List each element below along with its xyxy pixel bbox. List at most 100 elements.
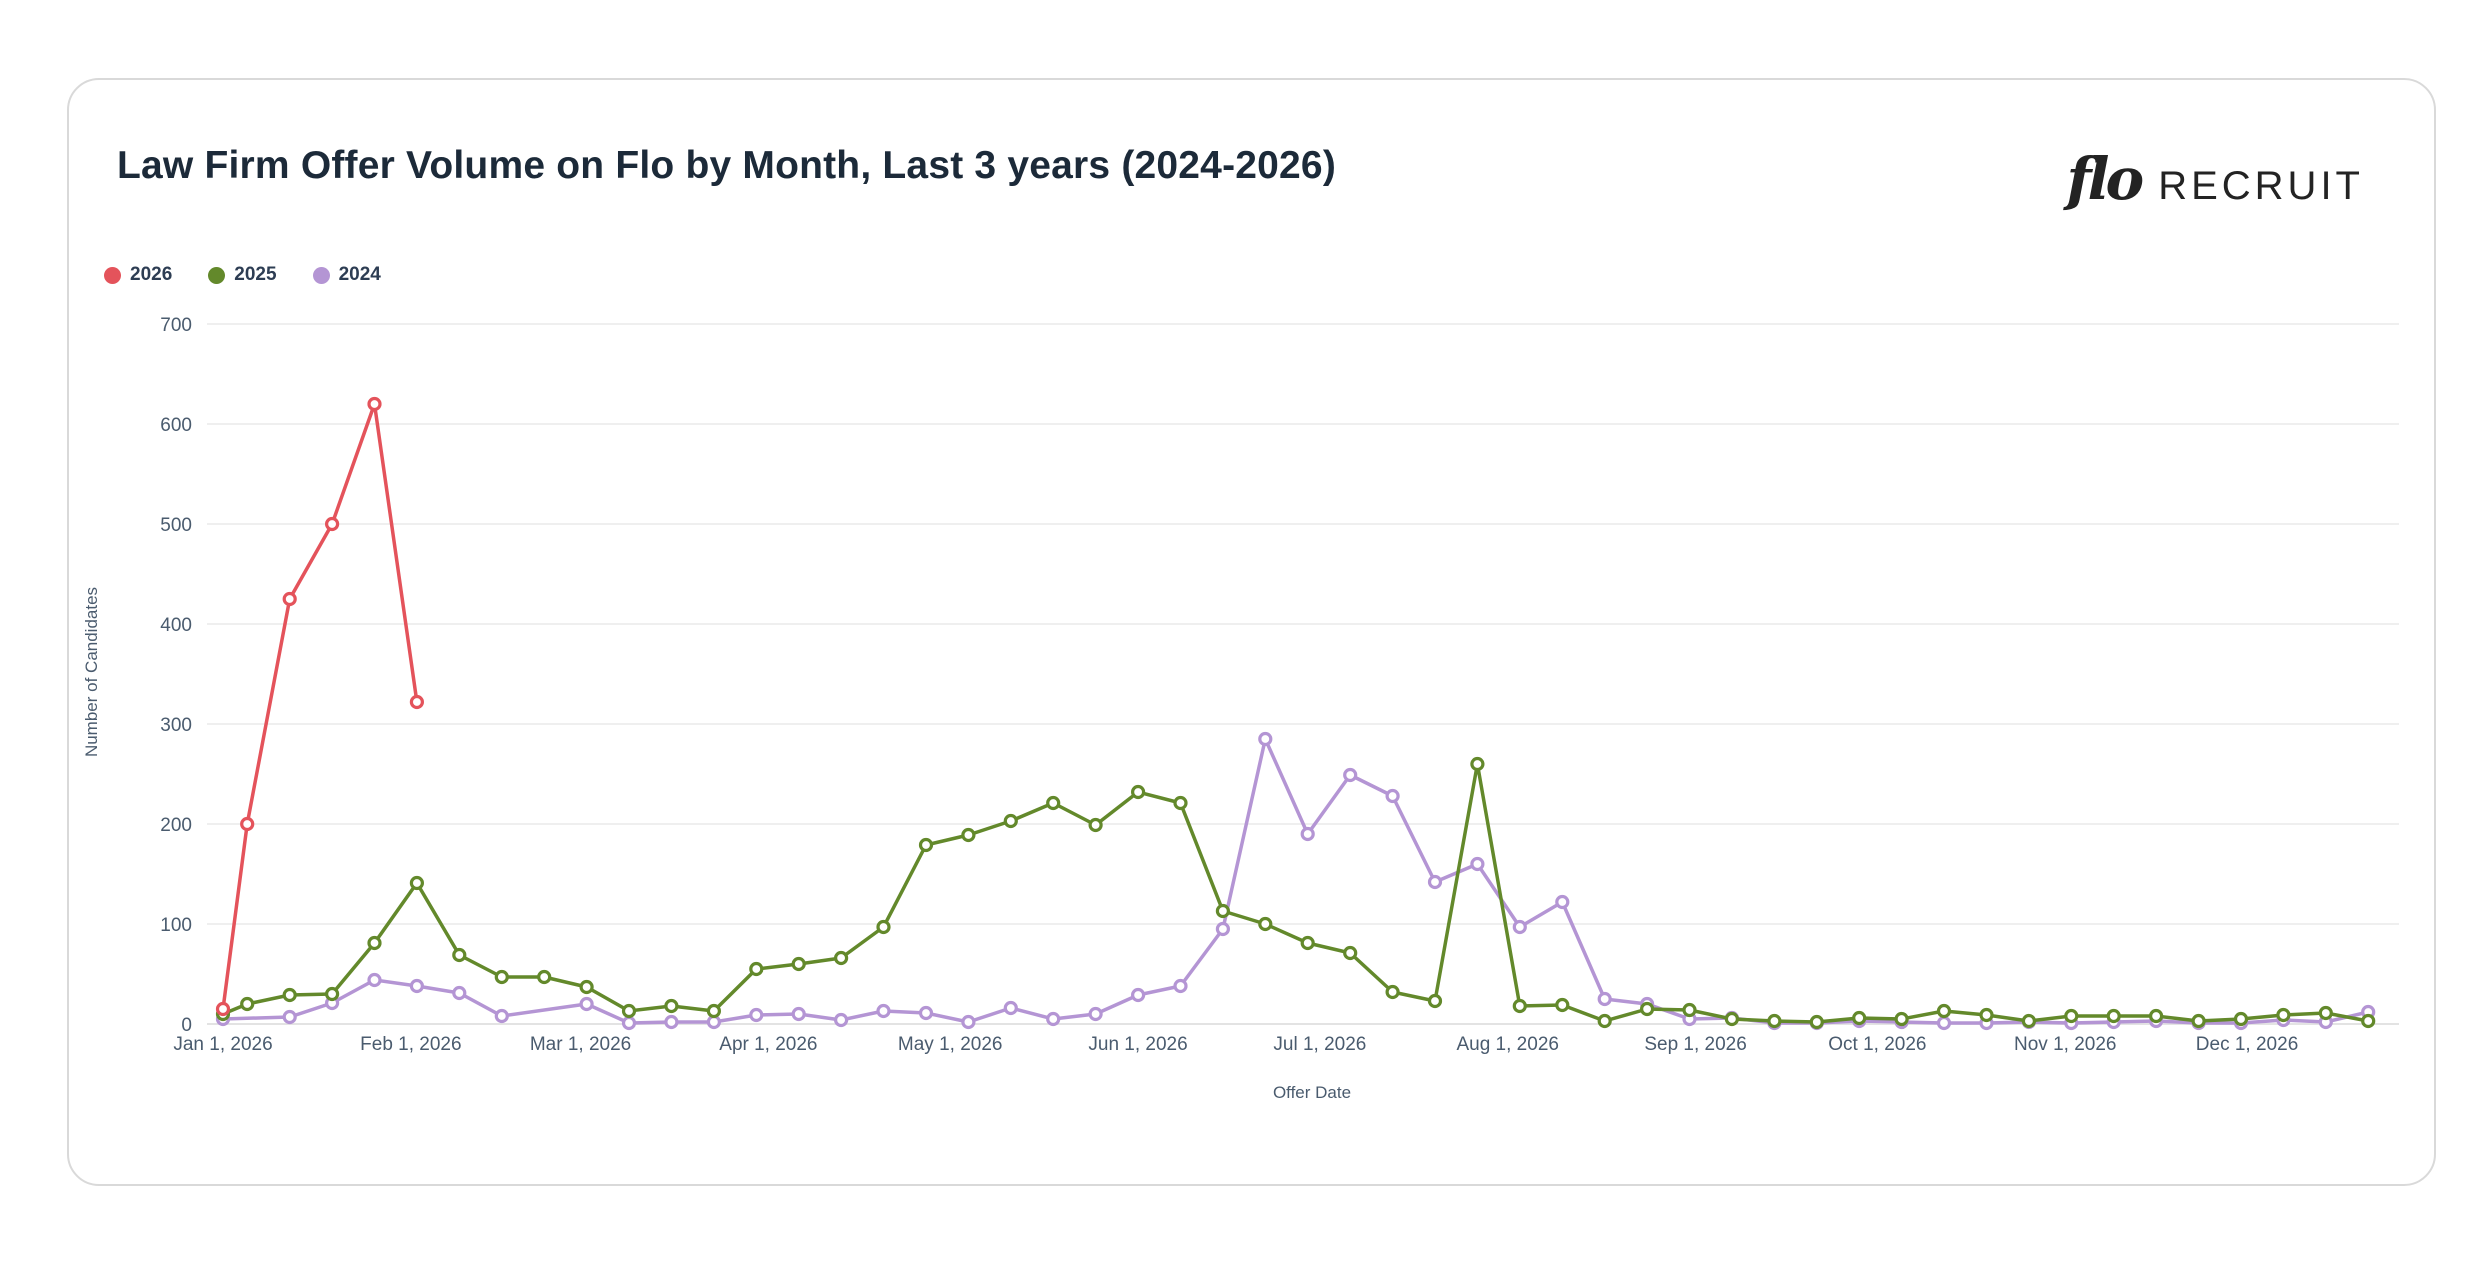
data-point-2025 [1088, 817, 1103, 833]
data-point-2025 [706, 1003, 722, 1019]
x-tick-label: Apr 1, 2026 [719, 1034, 817, 1055]
line-chart: 0 100 200 300 400 500 600 700 Jan 1, 2026 Feb 1, … [82, 315, 2399, 1102]
data-point-2025 [749, 961, 764, 977]
y-tick-label: 700 [160, 315, 192, 336]
x-tick-label: Aug 1, 2026 [1456, 1034, 1558, 1055]
data-point-2025 [2191, 1013, 2206, 1029]
data-point-2025 [494, 969, 509, 985]
data-point-2025 [1343, 945, 1358, 961]
legend-label-2024: 2024 [338, 264, 381, 285]
y-tick-label: 0 [181, 1015, 192, 1036]
data-point-2025 [1130, 784, 1146, 800]
data-point-2026 [215, 1001, 231, 1017]
data-point-2025 [2276, 1007, 2291, 1023]
data-point-2024 [1258, 731, 1273, 747]
data-point-2024 [1512, 919, 1527, 935]
data-point-2025 [1639, 1001, 1655, 1017]
x-axis-title: Offer Date [1273, 1083, 1351, 1102]
data-point-2025 [1385, 984, 1400, 1000]
data-point-2025 [664, 998, 679, 1014]
data-point-2025 [1682, 1002, 1697, 1018]
data-point-2025 [1512, 998, 1527, 1014]
data-point-2026 [325, 516, 340, 532]
data-point-2025 [325, 986, 340, 1002]
data-point-2025 [1894, 1011, 1909, 1027]
y-tick-label: 200 [160, 815, 192, 836]
data-point-2025 [1936, 1003, 1952, 1019]
x-tick-label: Sep 1, 2026 [1644, 1034, 1746, 1055]
x-tick-label: Nov 1, 2026 [2014, 1034, 2116, 1055]
data-point-2024 [282, 1009, 297, 1025]
data-point-2025 [1724, 1011, 1740, 1027]
data-point-2025 [367, 935, 382, 951]
x-tick-label: Feb 1, 2026 [360, 1034, 461, 1055]
x-tick-label: Jun 1, 2026 [1088, 1034, 1187, 1055]
data-point-2025 [537, 969, 552, 985]
data-point-2025 [791, 956, 806, 972]
x-tick-label: Jan 1, 2026 [173, 1034, 272, 1055]
data-point-2024 [961, 1014, 976, 1030]
data-point-2026 [282, 591, 297, 607]
legend-label-2026: 2026 [130, 264, 173, 285]
data-point-2024 [791, 1006, 806, 1022]
data-point-2025 [1300, 935, 1315, 951]
data-point-2026 [409, 694, 424, 710]
data-point-2024 [1046, 1011, 1061, 1027]
data-point-2024 [664, 1014, 679, 1030]
data-point-2025 [2318, 1005, 2333, 1021]
y-axis-title: Number of Candidates [82, 587, 101, 757]
legend-item-2024[interactable]: 2024 [312, 264, 381, 286]
data-point-2026 [240, 816, 255, 832]
recruit-wordmark: RECRUIT [2158, 164, 2364, 208]
data-point-2025 [2149, 1008, 2164, 1024]
data-point-2024 [918, 1005, 934, 1021]
data-point-2024 [409, 978, 424, 994]
data-point-2025 [409, 875, 424, 891]
y-tick-label: 400 [160, 615, 192, 636]
x-tick-label: Mar 1, 2026 [530, 1034, 631, 1055]
legend-item-2025[interactable]: 2025 [208, 264, 277, 286]
data-point-2025 [1173, 795, 1188, 811]
data-point-2024 [876, 1003, 891, 1019]
data-point-2024 [833, 1012, 849, 1028]
legend-item-2026[interactable]: 2026 [104, 264, 172, 286]
data-point-2025 [2021, 1013, 2037, 1029]
x-tick-label: Jul 1, 2026 [1273, 1034, 1366, 1055]
data-point-2024 [1173, 978, 1188, 994]
data-point-2025 [2106, 1008, 2121, 1024]
data-point-2025 [1258, 916, 1273, 932]
data-point-2024 [452, 985, 467, 1001]
legend-swatch-2026 [104, 266, 121, 284]
data-point-2025 [961, 827, 976, 843]
x-tick-label: Oct 1, 2026 [1828, 1034, 1926, 1055]
data-point-2024 [749, 1007, 764, 1023]
data-point-2025 [1470, 756, 1485, 772]
data-point-2024 [367, 972, 382, 988]
data-point-2024 [1300, 826, 1315, 842]
flo-logo-script: flo [2066, 145, 2145, 213]
data-point-2025 [240, 996, 255, 1012]
y-tick-label: 100 [160, 915, 192, 936]
data-point-2024 [1215, 921, 1231, 937]
series-line-2025 [221, 762, 2370, 1024]
data-point-2024 [1427, 874, 1443, 890]
data-point-2025 [1767, 1013, 1782, 1029]
data-point-2024 [494, 1008, 509, 1024]
data-point-2024 [1003, 1000, 1018, 1016]
data-point-2025 [579, 979, 594, 995]
data-point-2024 [1597, 991, 1612, 1007]
x-tick-label: Dec 1, 2026 [2196, 1034, 2298, 1055]
data-point-2024 [1385, 788, 1400, 804]
data-point-2025 [876, 919, 891, 935]
data-point-2025 [1215, 903, 1231, 919]
data-point-2025 [282, 987, 297, 1003]
y-tick-label: 600 [160, 415, 192, 436]
data-point-2025 [918, 837, 934, 853]
x-tick-label: May 1, 2026 [898, 1034, 1003, 1055]
data-point-2025 [1427, 993, 1443, 1009]
y-tick-label: 500 [160, 515, 192, 536]
data-point-2025 [1555, 997, 1570, 1013]
legend-label-2025: 2025 [234, 264, 277, 285]
series-line-2026 [221, 402, 419, 1011]
data-point-2024 [706, 1014, 722, 1030]
